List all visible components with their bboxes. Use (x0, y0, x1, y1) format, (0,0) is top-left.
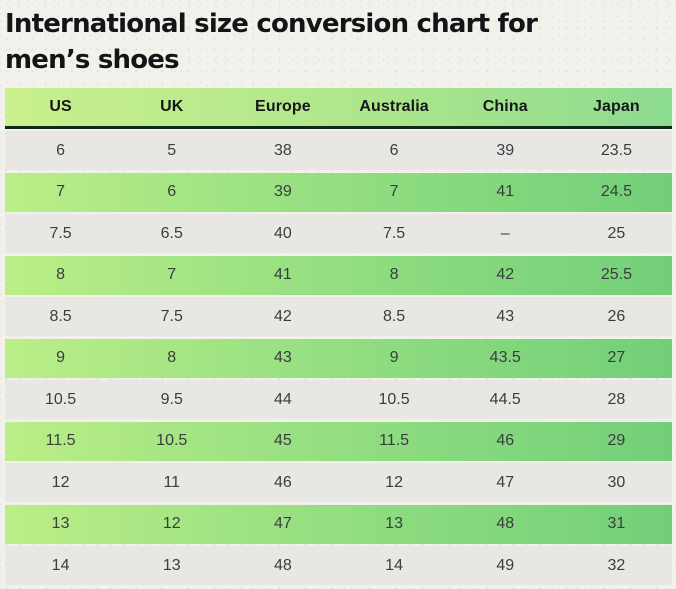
table-cell: – (500, 224, 510, 242)
table-row: 11.5 10.5 45 11.5 46 29 (5, 421, 672, 461)
table-cell: 41 (274, 266, 292, 283)
table-cell: 44 (274, 390, 292, 408)
table-row: 9 8 43 9 43.5 27 (5, 338, 672, 378)
table-row: 8 7 41 8 42 25.5 (5, 255, 672, 295)
table-row: 10.5 9.5 44 10.5 44.5 28 (5, 380, 672, 419)
table-cell: 26 (607, 307, 626, 325)
page-title: International size conversion chart for … (5, 6, 668, 78)
table-cell: 30 (607, 473, 626, 491)
table-cell: 14 (385, 556, 403, 574)
table-cell: 24.5 (600, 183, 632, 200)
column-header-us: US (49, 98, 72, 115)
table-cell: 10.5 (378, 390, 410, 408)
table-cell: 12 (162, 515, 181, 532)
table-cell: 45 (274, 432, 292, 449)
table-cell: 47 (274, 515, 292, 532)
page-title-line-1: International size conversion chart for (5, 9, 538, 39)
table-cell: 38 (274, 141, 292, 159)
table-cell: 8.5 (49, 307, 72, 325)
table-cell: 44.5 (489, 390, 521, 408)
table-cell: 7.5 (49, 224, 72, 242)
table-cell: 49 (496, 556, 515, 574)
table-row: 12 11 46 12 47 30 (5, 463, 672, 502)
table-cell: 27 (607, 349, 626, 366)
table-row: 13 12 47 13 48 31 (5, 504, 672, 544)
table-cell: 14 (51, 556, 70, 574)
table-cell: 28 (607, 390, 626, 408)
table-cell: 7 (56, 183, 66, 200)
table-cell: 8 (389, 266, 399, 283)
table-cell: 13 (51, 515, 70, 532)
table-cell: 48 (274, 556, 292, 574)
table-cell: 23.5 (600, 141, 632, 159)
table-cell: 11.5 (45, 432, 76, 449)
page-title-line-2: men’s shoes (5, 45, 180, 75)
table-cell: 43 (274, 349, 292, 366)
table-cell: 7.5 (382, 224, 406, 242)
table-cell: 6 (167, 183, 177, 200)
table-cell: 7.5 (160, 307, 183, 325)
table-cell: 41 (496, 183, 515, 200)
table-cell: 25 (607, 224, 626, 242)
table-cell: 5 (167, 141, 177, 159)
table-cell: 6.5 (160, 224, 183, 242)
column-header-europe: Europe (255, 98, 311, 115)
table-cell: 43.5 (489, 349, 521, 366)
table-cell: 11 (163, 473, 181, 491)
table-cell: 6 (389, 141, 399, 159)
table-cell: 46 (496, 432, 515, 449)
table-cell: 32 (607, 556, 626, 574)
column-header-australia: Australia (359, 98, 429, 115)
table-cell: 10.5 (45, 390, 77, 408)
table-cell: 43 (496, 307, 515, 325)
table-cell: 11.5 (379, 432, 410, 449)
table-cell: 42 (274, 307, 292, 325)
table-cell: 47 (496, 473, 515, 491)
table-cell: 12 (51, 473, 70, 491)
table-cell: 25.5 (600, 266, 632, 283)
table-cell: 29 (607, 432, 626, 449)
table-cell: 7 (389, 183, 399, 200)
table-cell: 9.5 (160, 390, 183, 408)
table-cell: 9 (389, 349, 399, 366)
column-header-china: China (482, 98, 528, 115)
table-cell: 31 (607, 515, 626, 532)
table-cell: 6 (56, 141, 66, 159)
table-cell: 9 (56, 349, 66, 366)
table-row: 7.5 6.5 40 7.5 – 25 (5, 214, 672, 253)
column-header-uk: UK (160, 98, 184, 115)
table-cell: 8 (56, 266, 66, 283)
table-cell: 13 (385, 515, 403, 532)
table-body: 6 5 38 6 39 23.5 7 6 39 7 41 24.5 7.5 6.5 40 7.5 – 25 8 7 41… (5, 131, 672, 585)
table-cell: 10.5 (156, 432, 188, 449)
table-cell: 8 (167, 349, 177, 366)
table-row: 6 5 38 6 39 23.5 (5, 131, 672, 170)
table-cell: 12 (385, 473, 403, 491)
table-header-row: US UK Europe Australia China Japan (5, 88, 672, 129)
table-row: 7 6 39 7 41 24.5 (5, 172, 672, 212)
table-row: 8.5 7.5 42 8.5 43 26 (5, 297, 672, 336)
table-cell: 46 (274, 473, 292, 491)
column-header-japan: Japan (593, 98, 640, 115)
table-cell: 39 (496, 141, 515, 159)
table-cell: 8.5 (382, 307, 406, 325)
table-cell: 48 (496, 515, 515, 532)
table-cell: 39 (274, 183, 292, 200)
table-row: 14 13 48 14 49 32 (5, 546, 672, 585)
table-cell: 42 (496, 266, 515, 283)
size-conversion-table: US UK Europe Australia China Japan 6 5 38 6… (5, 88, 672, 585)
table-cell: 13 (162, 556, 181, 574)
table-cell: 40 (274, 224, 292, 242)
table-cell: 7 (167, 266, 177, 283)
